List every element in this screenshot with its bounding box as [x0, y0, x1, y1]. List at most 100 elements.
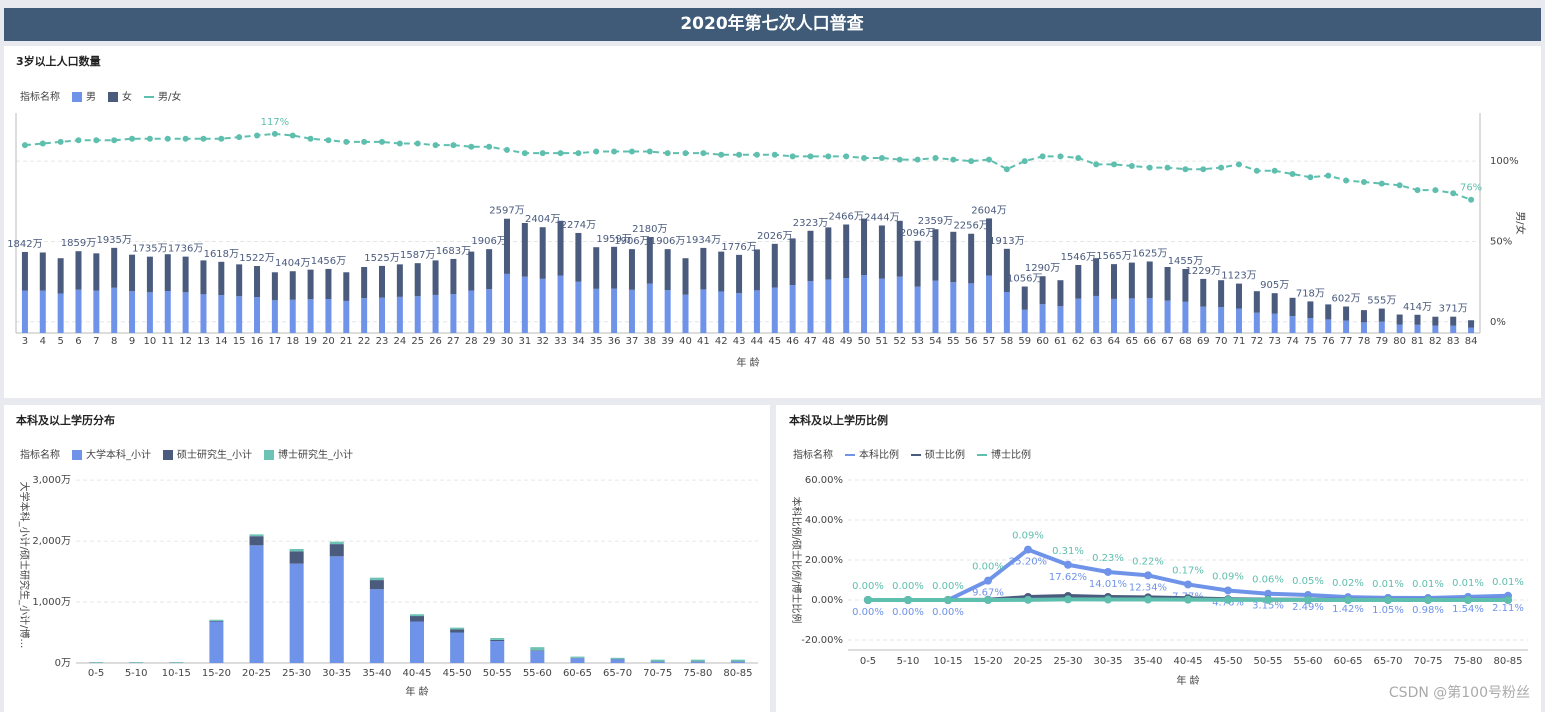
total-label: 1842万: [7, 239, 42, 250]
x-tick-label: 15-20: [973, 656, 1002, 667]
point: [1128, 162, 1135, 169]
point: [343, 138, 350, 145]
x-tick-label: 35-40: [362, 668, 391, 679]
bar: [807, 230, 814, 282]
bar: [650, 659, 665, 662]
total-label: 2323万: [793, 218, 828, 229]
point: [1343, 177, 1350, 184]
point: [1218, 164, 1225, 171]
bar: [521, 276, 528, 333]
point: [1344, 595, 1352, 604]
x-tick-label: 15-20: [202, 668, 231, 679]
bar: [1325, 319, 1332, 333]
y2-tick-label: 50%: [1490, 236, 1512, 247]
data-label: 0.00%: [892, 607, 924, 618]
x-tick-label: 57: [983, 336, 996, 347]
point: [968, 158, 975, 165]
x-tick-label: 70: [1215, 336, 1228, 347]
x-tick-label: 23: [376, 336, 389, 347]
point: [1104, 567, 1112, 576]
bar: [530, 650, 545, 651]
bar: [682, 294, 689, 333]
x-axis-label: 年 龄: [405, 685, 428, 698]
x-tick-label: 20: [322, 336, 335, 347]
bar: [182, 292, 189, 333]
total-label: 1625万: [1132, 249, 1167, 260]
x-tick-label: 65: [1125, 336, 1138, 347]
x-tick-label: 55-60: [1293, 656, 1322, 667]
bar: [730, 659, 745, 662]
x-tick-label: 30-35: [322, 668, 351, 679]
point: [1146, 164, 1153, 171]
total-label: 1906万: [650, 236, 685, 247]
total-label: 414万: [1403, 302, 1432, 313]
data-label: 0.00%: [932, 607, 964, 618]
bar: [771, 287, 778, 333]
total-label: 1959万: [596, 234, 631, 245]
point: [1450, 190, 1457, 197]
bar: [1003, 248, 1010, 292]
point: [986, 156, 993, 163]
point: [200, 135, 207, 142]
bar: [490, 639, 505, 642]
bar: [307, 269, 314, 300]
x-tick-label: 6: [75, 336, 81, 347]
total-label: 1456万: [311, 256, 346, 267]
bar: [1182, 301, 1189, 333]
bar: [1360, 322, 1367, 333]
data-label: 0.09%: [1012, 531, 1044, 542]
x-tick-label: 46: [786, 336, 799, 347]
bar: [200, 294, 207, 333]
point: [1111, 161, 1117, 168]
total-label: 1565万: [1096, 251, 1131, 262]
x-tick-label: 31: [518, 336, 531, 347]
point: [289, 132, 296, 139]
bar: [1271, 293, 1278, 314]
bar: [610, 657, 625, 660]
point: [682, 150, 689, 157]
total-label: 1935万: [96, 235, 131, 246]
point: [1289, 171, 1296, 178]
x-tick-label: 54: [929, 336, 942, 347]
data-label: 2.11%: [1492, 603, 1524, 614]
data-label: 0.00%: [932, 581, 964, 592]
legend-title: 指标名称: [793, 448, 833, 461]
x-tick-label: 18: [286, 336, 299, 347]
bar: [1075, 264, 1082, 299]
point: [486, 143, 493, 150]
x-tick-label: 3: [22, 336, 28, 347]
x-tick-label: 25-30: [282, 668, 311, 679]
bar: [21, 251, 28, 291]
x-tick-label: 73: [1268, 336, 1281, 347]
point: [914, 156, 921, 163]
bar: [146, 256, 153, 293]
bar: [236, 296, 243, 333]
total-label: 1618万: [204, 249, 239, 260]
data-label: 0.02%: [1332, 578, 1364, 589]
point: [1325, 172, 1332, 179]
bar: [1200, 278, 1207, 307]
legend-label: 女: [122, 90, 132, 103]
point: [1224, 595, 1232, 604]
x-tick-label: 45-50: [1213, 656, 1242, 667]
bar: [1182, 268, 1189, 302]
bar: [1432, 325, 1439, 333]
total-label: 1859万: [61, 238, 96, 249]
data-label: 14.01%: [1089, 579, 1127, 590]
bar: [490, 638, 505, 640]
total-label: 1455万: [1168, 256, 1203, 267]
bar: [557, 220, 564, 276]
total-label: 371万: [1439, 304, 1468, 315]
bar: [271, 300, 278, 333]
point: [1264, 595, 1272, 604]
bar: [361, 298, 368, 333]
x-tick-label: 14: [215, 336, 228, 347]
legend-swatch: [163, 450, 173, 460]
data-label: 0.05%: [1292, 576, 1324, 587]
bar: [700, 289, 707, 333]
data-label: 0.17%: [1172, 565, 1204, 576]
data-label: 0.09%: [1212, 571, 1244, 582]
bar: [414, 296, 421, 333]
bar: [450, 258, 457, 295]
